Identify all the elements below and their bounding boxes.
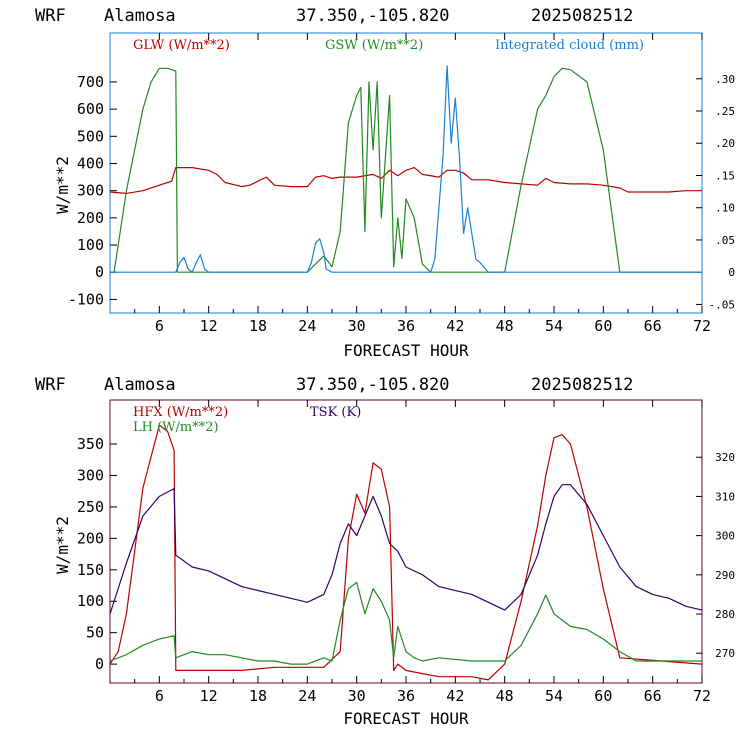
panel-2-title: WRF Alamosa 37.350,-105.820 2025082512: [35, 375, 633, 395]
y-tick-label: 300: [77, 182, 104, 200]
y-tick-label: 700: [77, 73, 104, 91]
legend-entry: GLW (W/m**2): [133, 38, 230, 53]
y-tick-label: 0: [95, 263, 104, 281]
legend-entry: TSK (K): [310, 405, 361, 420]
legend-entry: HFX (W/m**2): [133, 405, 228, 420]
model-label: WRF: [35, 6, 66, 26]
coords-label: 37.350,-105.820: [296, 375, 450, 395]
y-tick-label: -100: [68, 290, 104, 308]
x-tick-label: 54: [545, 687, 563, 705]
station-label: Alamosa: [104, 375, 176, 395]
x-tick-label: 24: [298, 687, 316, 705]
series-line-2: [109, 484, 703, 615]
y-tick-label: 350: [77, 435, 104, 453]
y2-tick-label: 300: [715, 530, 735, 543]
x-tick-label: 60: [594, 687, 612, 705]
panel-2-flux-chart: 6 12 18 24 30 36 42 48 54 60 66 72 0 50 100 150 200 250 30…: [53, 399, 735, 728]
y2-tick-label: .15: [715, 169, 735, 182]
y2-tick-label: 320: [715, 451, 735, 464]
x-tick-label: 54: [545, 317, 563, 335]
panel-1-title: WRF Alamosa 37.350,-105.820 2025082512: [35, 6, 633, 26]
y-tick-label: 50: [86, 624, 104, 642]
y2-tick-label: 270: [715, 647, 735, 660]
y2-tick-label: 290: [715, 569, 735, 582]
y-tick-label: 250: [77, 498, 104, 516]
y2-tick-label: .05: [715, 234, 735, 247]
init-time-label: 2025082512: [531, 375, 633, 395]
x-tick-label: 66: [644, 317, 662, 335]
x-tick-label: 72: [693, 317, 711, 335]
x-axis-label: FORECAST HOUR: [343, 709, 469, 728]
coords-label: 37.350,-105.820: [296, 6, 450, 26]
y2-tick-label: 280: [715, 608, 735, 621]
x-tick-label: 48: [496, 317, 514, 335]
x-tick-label: 48: [496, 687, 514, 705]
x-tick-label: 18: [249, 687, 267, 705]
legend-entry: LH (W/m**2): [133, 420, 219, 435]
series-line-0: [109, 167, 702, 194]
x-tick-label: 36: [397, 687, 415, 705]
y-tick-label: 100: [77, 236, 104, 254]
y2-tick-label: .25: [715, 105, 735, 118]
x-tick-label: 30: [348, 687, 366, 705]
y-tick-label: 150: [77, 561, 104, 579]
model-label: WRF: [35, 375, 66, 395]
x-tick-label: 60: [594, 317, 612, 335]
x-axis-label: FORECAST HOUR: [343, 341, 469, 360]
x-tick-label: 66: [644, 687, 662, 705]
x-tick-label: 6: [155, 317, 164, 335]
x-tick-label: 12: [200, 317, 218, 335]
y-tick-label: 500: [77, 127, 104, 145]
x-tick-label: 72: [693, 687, 711, 705]
legend-entry: GSW (W/m**2): [325, 38, 423, 53]
x-tick-label: 18: [249, 317, 267, 335]
panel-1-radiation-chart: 6 12 18 24 30 36 42 48 54 60 66 72 -100 0 100 200 300 400…: [53, 32, 736, 360]
series-line-0: [109, 424, 703, 681]
x-tick-label: 12: [200, 687, 218, 705]
series-line-1: [110, 67, 702, 273]
y2-tick-label: .20: [715, 137, 735, 150]
y-tick-label: 0: [95, 655, 104, 673]
y2-tick-label: -.05: [709, 298, 736, 311]
y2-tick-label: .10: [715, 202, 735, 215]
x-tick-label: 30: [348, 317, 366, 335]
y2-tick-label: .30: [715, 73, 735, 86]
plot-frame: [109, 32, 703, 314]
y2-tick-label: 0: [728, 266, 735, 279]
legend-entry: Integrated cloud (mm): [495, 38, 644, 53]
x-tick-label: 6: [155, 687, 164, 705]
y-axis-label: W/m**2: [53, 516, 72, 574]
y-tick-label: 200: [77, 209, 104, 227]
y-tick-label: 200: [77, 529, 104, 547]
series-line-2: [110, 65, 702, 273]
x-tick-label: 42: [446, 317, 464, 335]
station-label: Alamosa: [104, 6, 176, 26]
y-tick-label: 100: [77, 592, 104, 610]
y-axis-label: W/m**2: [53, 156, 72, 214]
x-tick-label: 42: [446, 687, 464, 705]
y-tick-label: 300: [77, 466, 104, 484]
x-tick-label: 24: [298, 317, 316, 335]
init-time-label: 2025082512: [531, 6, 633, 26]
y2-tick-label: 310: [715, 490, 735, 503]
plot-frame: [109, 399, 703, 684]
x-tick-label: 36: [397, 317, 415, 335]
y-tick-label: 400: [77, 154, 104, 172]
series-line-1: [109, 581, 702, 665]
y-tick-label: 600: [77, 100, 104, 118]
